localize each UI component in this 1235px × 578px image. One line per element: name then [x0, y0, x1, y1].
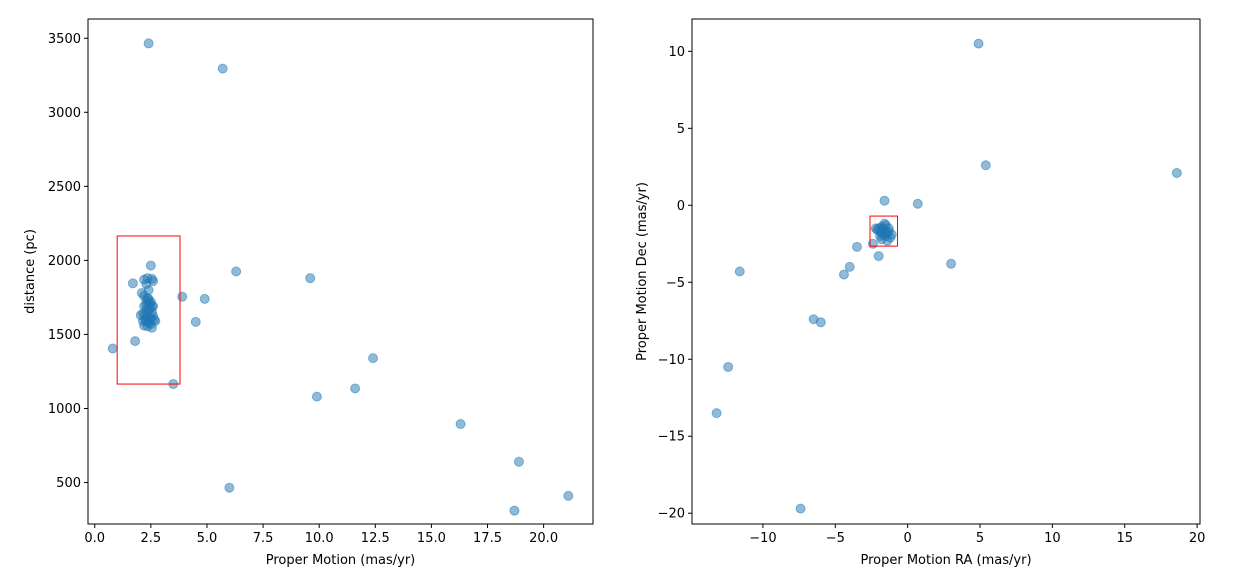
data-point: [311, 391, 322, 402]
y-tick-label: 0: [677, 199, 685, 214]
data-point: [455, 419, 466, 430]
data-point: [177, 291, 188, 302]
data-point: [876, 228, 887, 239]
x-tick-label: −5: [826, 531, 845, 546]
y-tick-label: −5: [666, 276, 685, 291]
x-tick-label: 7.5: [253, 531, 274, 546]
x-tick-label: 2.5: [141, 531, 162, 546]
data-point: [224, 482, 235, 493]
x-tick-label: 17.5: [473, 531, 502, 546]
data-point: [851, 241, 862, 252]
data-point: [146, 301, 157, 312]
y-tick-label: 1000: [48, 402, 81, 417]
y-tick-label: −15: [658, 430, 685, 445]
y-tick-label: 3000: [48, 106, 81, 121]
data-point: [723, 361, 734, 372]
x-tick-label: 15.0: [417, 531, 446, 546]
plot-frame: [691, 18, 1201, 525]
right-scatter-panel: −10 −5 0 5 10 15 20 10 5 0 −5 −10 −15 −20 Proper Motio…: [635, 18, 1206, 568]
y-tick-label: 10: [668, 45, 685, 60]
left-scatter-panel: 0.0 2.5 5.0 7.5 10.0 12.5 15.0 17.5 20.0 500 1000 1…: [23, 18, 594, 568]
y-tick-label: −20: [658, 507, 685, 522]
data-point: [815, 317, 826, 328]
data-point: [350, 383, 361, 394]
y-tick-label: 1500: [48, 328, 81, 343]
data-point: [946, 258, 957, 269]
x-tick-label: 12.5: [361, 531, 390, 546]
data-point: [199, 293, 210, 304]
data-point: [886, 229, 897, 240]
y-tick-label: 3500: [48, 32, 81, 47]
highlight-box: [116, 235, 181, 385]
data-point: [130, 336, 141, 347]
highlight-box: [869, 215, 899, 247]
data-point: [912, 198, 923, 209]
data-point: [190, 316, 201, 327]
data-point: [844, 261, 855, 272]
data-point: [127, 278, 138, 289]
data-point: [711, 408, 722, 419]
x-tick-label: −10: [749, 531, 776, 546]
data-point: [973, 38, 984, 49]
data-point: [873, 251, 884, 262]
data-point: [509, 505, 520, 516]
x-tick-label: 15: [1116, 531, 1133, 546]
x-tick-label: 5: [976, 531, 984, 546]
data-point: [140, 314, 151, 325]
data-point: [368, 353, 379, 364]
data-point: [217, 63, 228, 74]
data-point: [107, 343, 118, 354]
data-point: [513, 456, 524, 467]
plot-frame: [87, 18, 594, 525]
y-axis-label: Proper Motion Dec (mas/yr): [635, 182, 650, 361]
y-tick-label: 5: [677, 122, 685, 137]
data-point: [734, 266, 745, 277]
x-tick-label: 5.0: [197, 531, 218, 546]
x-axis-label: Proper Motion (mas/yr): [266, 553, 416, 568]
x-tick-label: 20: [1189, 531, 1206, 546]
data-point: [1171, 167, 1182, 178]
y-tick-label: 2500: [48, 180, 81, 195]
x-tick-label: 20.0: [529, 531, 558, 546]
data-point: [879, 195, 890, 206]
data-point: [980, 160, 991, 171]
data-point: [142, 293, 153, 304]
x-tick-label: 0: [904, 531, 912, 546]
x-axis-label: Proper Motion RA (mas/yr): [860, 553, 1031, 568]
y-axis-label: distance (pc): [23, 229, 38, 314]
data-point: [563, 490, 574, 501]
data-point: [145, 260, 156, 271]
x-tick-label: 0.0: [84, 531, 105, 546]
data-point: [231, 266, 242, 277]
y-tick-label: −10: [658, 353, 685, 368]
y-tick-label: 2000: [48, 254, 81, 269]
data-point: [305, 273, 316, 284]
x-tick-label: 10.0: [305, 531, 334, 546]
x-tick-label: 10: [1044, 531, 1061, 546]
data-point: [838, 269, 849, 280]
y-tick-label: 500: [56, 476, 81, 491]
data-point: [143, 38, 154, 49]
data-point: [795, 503, 806, 514]
